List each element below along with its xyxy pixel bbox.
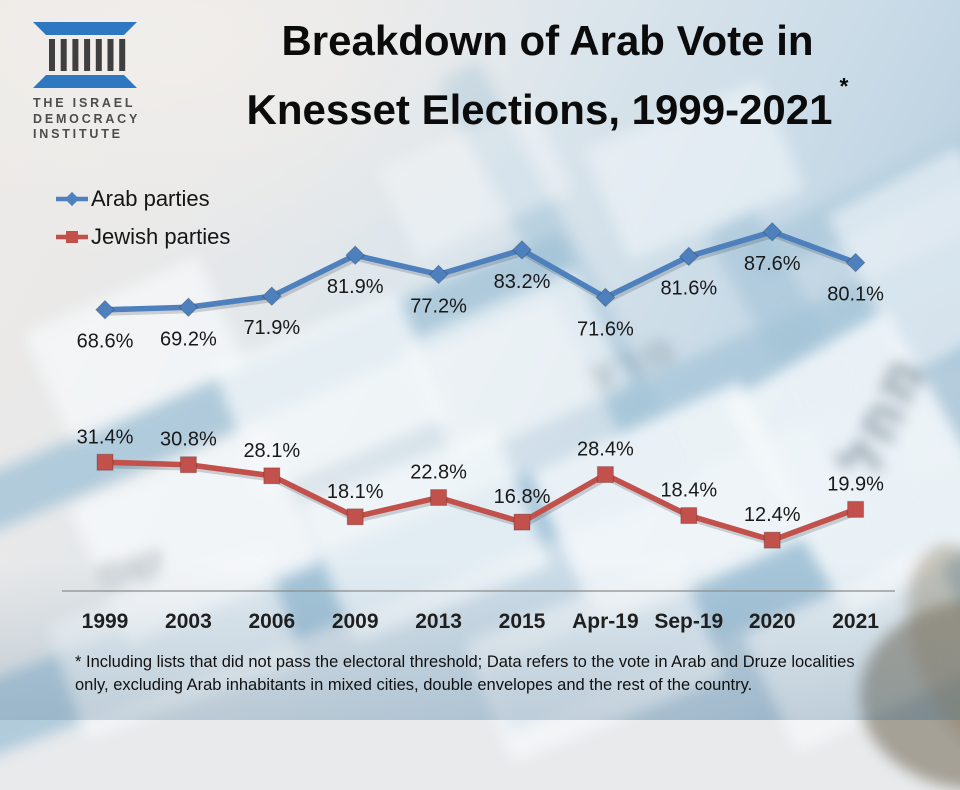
arab-parties-line-marker-icon	[56, 191, 88, 206]
legend-label: Jewish parties	[91, 224, 231, 249]
series-line-shadow	[103, 231, 861, 316]
data-point-square	[680, 507, 698, 525]
legend-item-arab-parties: Arab parties	[55, 184, 230, 213]
data-label: 77.2%	[410, 295, 467, 317]
data-point-diamond	[762, 221, 783, 242]
x-axis-label: 1999	[82, 610, 129, 633]
idi-logo-line3: INSTITUTE	[33, 127, 123, 141]
data-point-square	[96, 453, 114, 471]
x-axis-label: 2013	[415, 610, 462, 633]
series-line-arab-parties	[102, 229, 859, 313]
data-label: 22.8%	[410, 462, 467, 484]
background-light-overlay	[0, 0, 960, 720]
data-label: 28.1%	[243, 440, 300, 462]
data-label: 83.2%	[494, 271, 551, 293]
idi-logo: THE ISRAEL DEMOCRACY INSTITUTE	[33, 22, 140, 143]
data-label: 87.6%	[744, 253, 801, 275]
data-point-diamond	[512, 239, 532, 260]
data-label: 68.6%	[77, 331, 134, 353]
jewish-parties-line-marker-icon	[56, 230, 88, 243]
legend-item-jewish-parties: Jewish parties	[55, 222, 230, 251]
chart-title-line2: Knesset Elections, 1999-2021 *	[246, 73, 849, 133]
x-axis-label: 2006	[248, 610, 295, 633]
idi-logo-line1: THE ISRAEL	[33, 96, 136, 110]
data-point-square	[847, 500, 865, 518]
data-point-square	[596, 466, 614, 484]
data-point-diamond	[428, 264, 449, 285]
data-point-diamond	[345, 245, 366, 266]
data-label: 69.2%	[160, 328, 217, 350]
data-label: 30.8%	[160, 429, 217, 451]
data-label: 71.9%	[243, 317, 300, 339]
data-label: 19.9%	[827, 473, 884, 495]
data-point-square	[430, 489, 448, 507]
chart-title-line1: Breakdown of Arab Vote in	[281, 17, 814, 64]
chart: 1999 2003 2006 2009 2013 2015 Apr-19 Sep-19 2020…	[62, 221, 895, 633]
data-label: 16.8%	[494, 486, 551, 508]
data-point-diamond	[261, 286, 282, 307]
x-axis-label: 2021	[832, 610, 879, 633]
data-label: 81.6%	[660, 277, 717, 299]
idi-logo-line2: DEMOCRACY	[33, 111, 141, 126]
footnote: * Including lists that did not pass the …	[75, 651, 855, 697]
data-label: 28.4%	[577, 439, 634, 461]
x-axis-label: 2003	[165, 610, 212, 633]
x-axis-label: 2015	[499, 610, 546, 633]
series-line-jewish-parties	[102, 459, 859, 543]
footnote-line1: * Including lists that did not pass the …	[75, 653, 855, 671]
idi-logo-text: THE ISRAEL DEMOCRACY INSTITUTE	[33, 96, 140, 143]
idi-column-icon	[33, 22, 137, 88]
data-point-square	[346, 508, 364, 526]
x-axis-label: Apr-19	[572, 610, 639, 633]
data-label: 12.4%	[744, 504, 801, 526]
data-point-square	[763, 531, 781, 549]
data-point-square	[513, 513, 531, 531]
data-label: 18.1%	[327, 481, 384, 503]
data-point-diamond	[595, 287, 616, 308]
chart-legend: Arab parties Jewish parties	[55, 184, 230, 251]
data-label: 71.6%	[577, 318, 634, 340]
chart-title: Breakdown of Arab Vote in Knesset Electi…	[150, 10, 945, 140]
data-label: 81.9%	[327, 276, 384, 298]
data-point-square	[263, 467, 281, 485]
data-point-diamond	[678, 246, 699, 267]
x-axis-label: 2020	[749, 610, 796, 633]
background-bottom-shade	[0, 0, 960, 720]
data-label: 18.4%	[660, 480, 717, 502]
data-point-diamond	[178, 297, 199, 318]
x-axis-label: 2009	[332, 610, 379, 633]
data-label: 80.1%	[827, 284, 884, 306]
x-axis-label: Sep-19	[654, 610, 723, 633]
data-point-diamond	[95, 299, 115, 320]
data-label: 31.4%	[77, 426, 134, 448]
legend-label: Arab parties	[91, 186, 210, 211]
footnote-line2: only, excluding Arab inhabitants in mixe…	[75, 676, 753, 694]
data-point-square	[179, 456, 197, 474]
title-asterisk: *	[839, 73, 849, 99]
data-point-diamond	[845, 252, 866, 273]
